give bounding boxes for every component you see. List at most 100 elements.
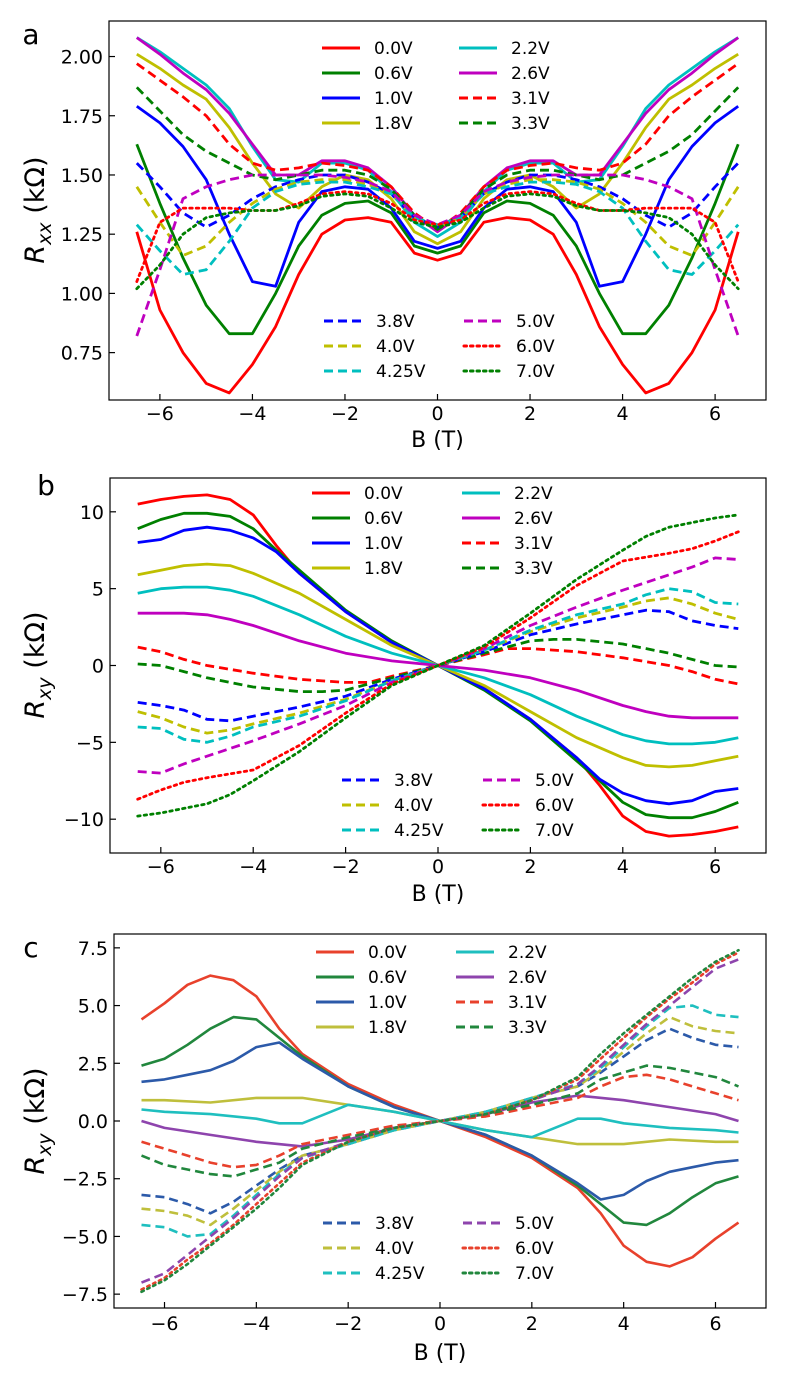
legend-entry: 4.0V <box>324 337 415 357</box>
x-tick-label: −2 <box>331 403 359 425</box>
legend-label: 3.3V <box>514 559 553 579</box>
legend-entry: 3.3V <box>456 1018 547 1038</box>
legend-label: 2.6V <box>508 968 547 988</box>
x-tick-label: −6 <box>146 403 174 425</box>
x-tick-label: 0 <box>431 403 443 425</box>
x-tick-label: 6 <box>709 403 721 425</box>
panel-b: b −6 −4 −2 0 2 4 6 −10 −5 0 5 10 B (T) Rxy (kΩ) 0.0V 0.6… <box>20 469 767 907</box>
legend-entry: 7.0V <box>462 362 555 382</box>
legend-entry: 0.6V <box>322 64 413 84</box>
x-tick-label: 0 <box>434 1313 446 1335</box>
y-tick-label: −7.5 <box>62 1284 108 1306</box>
legend-label: 4.0V <box>376 337 415 357</box>
series-line-3_1V <box>135 62 740 231</box>
legend-label: 1.0V <box>374 89 413 109</box>
y-tick-label: 2.00 <box>61 47 103 69</box>
legend-label: 2.6V <box>514 509 553 529</box>
legend-label: 3.3V <box>511 114 550 134</box>
x-tick-label: −4 <box>238 403 266 425</box>
legend-label: 5.0V <box>516 312 555 332</box>
panel-a: a −6 −4 −2 0 2 4 6 0.75 1.00 1.25 1.50 1.75 2.00 B (T)… <box>20 18 767 453</box>
series-line-2_2V <box>136 36 739 238</box>
x-axis-label: B (T) <box>412 882 465 907</box>
series-line-6_0V <box>135 190 740 283</box>
legend-label: 3.8V <box>394 771 433 791</box>
series-line-3_8V <box>135 162 740 229</box>
legend-entry: 5.0V <box>463 1214 554 1234</box>
legend-label: 0.6V <box>374 64 413 84</box>
x-tick-label: 4 <box>618 1313 630 1335</box>
legend-label: 5.0V <box>535 771 574 791</box>
y-tick-label: 0.0 <box>78 1111 108 1133</box>
legend-entry: 0.0V <box>322 39 413 59</box>
y-tick-label: 0.75 <box>61 343 103 365</box>
y-tick-label: 0 <box>92 656 104 678</box>
legend-label: 3.1V <box>511 89 550 109</box>
legend-label: 0.6V <box>364 509 403 529</box>
legend-label: 4.0V <box>394 796 433 816</box>
legend-entry: 5.0V <box>483 771 574 791</box>
legend-label: 2.2V <box>508 943 547 963</box>
y-axis-label-unit: (kΩ) <box>20 156 51 222</box>
x-tick-label: 2 <box>524 403 536 425</box>
series-line-7_0V <box>135 192 740 291</box>
legend-label: 3.8V <box>376 312 415 332</box>
y-axis-label-symbol: R <box>20 1156 51 1175</box>
legend-entry: 1.0V <box>322 89 413 109</box>
y-tick-label: −5 <box>76 732 104 754</box>
legend-label: 7.0V <box>515 1264 554 1284</box>
y-axis-label-subscript: xy <box>34 1133 56 1157</box>
legend-entry: 6.0V <box>481 796 574 816</box>
legend-entry: 1.8V <box>312 559 403 579</box>
x-tick-label: 6 <box>709 856 721 878</box>
series-group <box>135 36 740 395</box>
legend-label: 2.6V <box>511 64 550 84</box>
legend-entry: 4.25V <box>324 362 426 382</box>
y-tick-label: 1.50 <box>61 165 103 187</box>
series-group <box>140 948 740 1294</box>
series-line-0_6V <box>135 143 740 336</box>
series-line-1_8V <box>136 53 739 246</box>
legend-label: 1.8V <box>368 1018 407 1038</box>
legend-label: 5.0V <box>515 1214 554 1234</box>
legend-entry: 4.0V <box>323 1239 414 1259</box>
legend-label: 4.25V <box>375 1264 425 1284</box>
legend-entry: 0.6V <box>312 509 403 529</box>
panel-letter: c <box>23 931 38 964</box>
y-tick-label: 2.5 <box>78 1053 108 1075</box>
legend-label: 4.25V <box>394 821 444 841</box>
legend-label: 2.2V <box>514 484 553 504</box>
panel-letter: a <box>22 18 39 51</box>
x-tick-label: −4 <box>242 1313 270 1335</box>
legend-label: 4.25V <box>376 362 426 382</box>
legend-label: 3.3V <box>508 1018 547 1038</box>
legend-label: 1.0V <box>364 534 403 554</box>
legend-entry: 2.2V <box>462 484 553 504</box>
x-tick-label: 2 <box>526 1313 538 1335</box>
legend-entry: 1.0V <box>312 534 403 554</box>
legend-label: 4.0V <box>375 1239 414 1259</box>
legend-label: 3.1V <box>508 993 547 1013</box>
legend-entry: 2.6V <box>462 509 553 529</box>
series-line-3_3V <box>135 86 740 231</box>
legend-entry: 3.8V <box>324 312 415 332</box>
legend-entry: 3.1V <box>459 89 550 109</box>
x-axis-label: B (T) <box>411 428 464 453</box>
legend-label: 6.0V <box>515 1239 554 1259</box>
legend-entry: 6.0V <box>462 337 555 357</box>
legend-entry: 3.1V <box>456 993 547 1013</box>
legend-entry: 2.2V <box>459 39 550 59</box>
series-line-1_0V <box>135 105 740 288</box>
panel-c: c −6 −4 −2 0 2 4 6 −7.5 −5.0 −2.5 0.0 2.5 5.0 7.5 B (T)… <box>20 931 767 1366</box>
series-line-2_6V <box>135 36 740 234</box>
panel-letter: b <box>37 469 55 502</box>
x-tick-label: −2 <box>332 856 360 878</box>
legend-label: 0.0V <box>364 484 403 504</box>
x-tick-label: −6 <box>147 856 175 878</box>
y-tick-label: −2.5 <box>62 1169 108 1191</box>
legend-label: 1.8V <box>374 114 413 134</box>
legend-entry: 0.0V <box>312 484 403 504</box>
legend-entry: 1.8V <box>322 114 413 134</box>
y-tick-label: 1.75 <box>61 106 103 128</box>
